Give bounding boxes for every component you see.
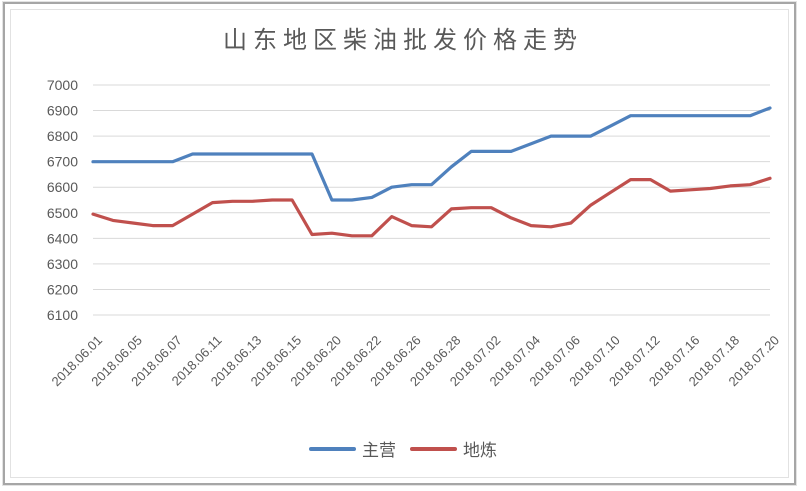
chart-area-border xyxy=(10,9,789,478)
legend-label-local-refinery: 地炼 xyxy=(463,441,497,460)
legend-swatch-main-line-icon xyxy=(309,446,356,451)
series-line-1 xyxy=(91,176,772,238)
legend-label-main: 主营 xyxy=(362,441,396,460)
legend-swatch-local-refinery-line-icon xyxy=(410,446,457,451)
legend: 主营 地炼 xyxy=(0,436,806,461)
outer-frame xyxy=(3,2,796,485)
y-tick-label: 6600 xyxy=(47,179,78,195)
legend-item-main: 主营 xyxy=(309,436,396,461)
y-tick-label: 7000 xyxy=(47,77,78,93)
y-tick-label: 6100 xyxy=(47,307,78,323)
y-tick-label: 6700 xyxy=(47,154,78,170)
y-tick-label: 6300 xyxy=(47,256,78,272)
y-tick-label: 6400 xyxy=(47,230,78,246)
chart-title: 山东地区柴油批发价格走势 xyxy=(223,28,583,54)
y-tick-label: 6800 xyxy=(47,128,78,144)
y-tick-label: 6200 xyxy=(47,281,78,297)
legend-item-local-refinery: 地炼 xyxy=(410,436,497,461)
y-tick-label: 6900 xyxy=(47,103,78,119)
y-tick-label: 6500 xyxy=(47,205,78,221)
series-line-0 xyxy=(91,106,772,202)
